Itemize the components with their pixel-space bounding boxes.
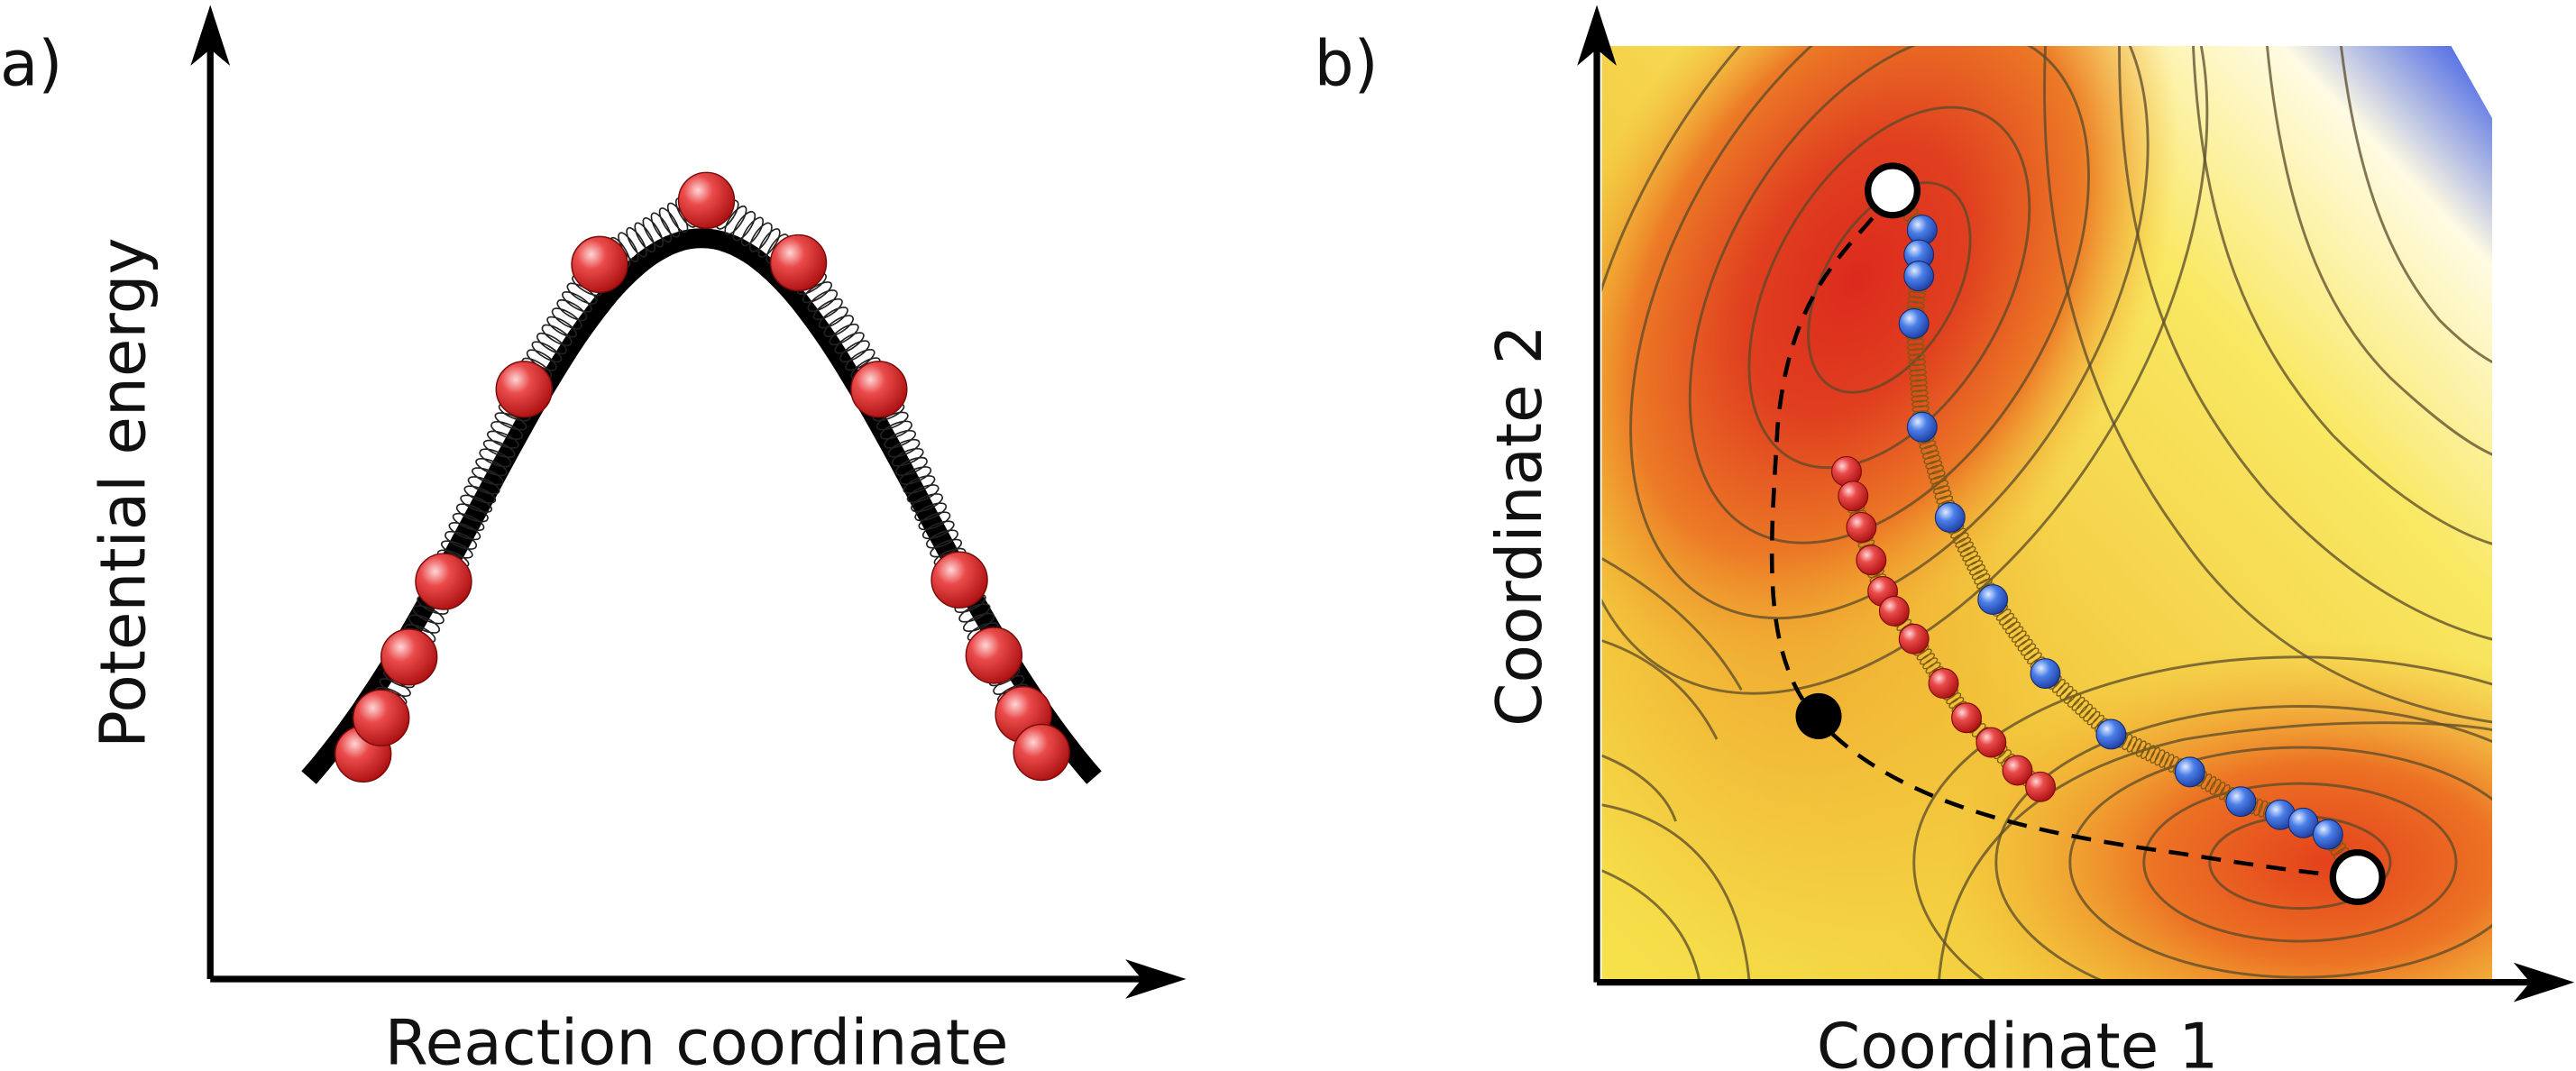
bead-a — [415, 553, 472, 610]
bead-a — [571, 235, 628, 294]
bead-a — [353, 689, 410, 746]
y-axis-label: Coordinate 2 — [1484, 325, 1556, 727]
endpoint-start — [1865, 162, 1921, 219]
blue-bead — [2312, 819, 2343, 850]
endpoint-end — [2329, 849, 2386, 905]
contour — [1688, 46, 2090, 545]
converged-band-beads — [1898, 215, 2343, 850]
contour — [1912, 655, 2493, 983]
contour — [1994, 705, 2493, 983]
panel-b: b) Coordinate 1 Coordinate 2 — [1315, 5, 2575, 1071]
contour — [2068, 746, 2493, 979]
y-axis-label: Potential energy — [87, 237, 160, 747]
beads-a — [334, 171, 1070, 783]
contour-lines — [1601, 46, 2493, 983]
springs-a — [349, 188, 1056, 760]
bead-a — [1013, 723, 1070, 782]
contour — [1629, 46, 2150, 620]
contour — [1601, 639, 1719, 740]
panel-a: a) Reaction coordinate Potential energy — [0, 5, 1187, 1071]
blue-bead — [1934, 502, 1966, 533]
contour — [1807, 181, 1972, 394]
contour — [1601, 557, 1743, 691]
red-bead — [1878, 595, 1910, 627]
blue-bead — [2095, 719, 2127, 750]
x-axis-label: Coordinate 1 — [1817, 1011, 2219, 1071]
x-axis-arrow — [1125, 959, 1187, 999]
contour — [1601, 754, 1677, 822]
red-bead — [1856, 545, 1887, 576]
initial-band-beads — [1831, 455, 2056, 802]
blue-bead — [1898, 308, 1930, 339]
panel-b-label: b) — [1315, 29, 1379, 101]
panel-b-axes — [1577, 5, 2575, 1002]
bead-a — [769, 233, 828, 292]
energy-curve — [301, 228, 1102, 784]
red-bead — [1846, 511, 1877, 543]
bead-a — [930, 551, 988, 609]
panel-a-axes — [190, 5, 1187, 999]
blue-bead — [1906, 411, 1938, 443]
contour — [2142, 782, 2458, 943]
panel-a-label: a) — [0, 29, 62, 101]
x-axis-label: Reaction coordinate — [385, 1008, 1009, 1071]
minimum-energy-path — [1769, 190, 2358, 880]
contour — [1747, 105, 2031, 470]
bead-a — [495, 361, 553, 418]
red-bead — [1976, 727, 2007, 758]
bead-a — [380, 628, 438, 686]
x-axis-arrow — [2513, 962, 2575, 1002]
red-bead — [1838, 481, 1869, 512]
blue-bead — [1977, 584, 2009, 616]
red-bead — [2002, 755, 2033, 786]
contour — [2192, 46, 2493, 547]
blue-bead — [2174, 756, 2205, 788]
bead-a — [850, 361, 908, 418]
y-axis-arrow — [190, 5, 231, 66]
red-bead — [2025, 771, 2056, 802]
contour — [1601, 869, 1702, 983]
saddle-point — [1795, 692, 1842, 739]
contour — [1601, 46, 2209, 695]
bead-a — [965, 627, 1023, 684]
blue-bead — [2030, 658, 2061, 689]
red-bead — [1951, 702, 1982, 734]
blue-bead — [2225, 786, 2257, 818]
red-bead — [1928, 668, 1959, 699]
contour — [1937, 721, 2493, 983]
contour — [1601, 803, 1751, 983]
bead-a — [677, 171, 736, 230]
contour — [2339, 46, 2493, 366]
contour — [2043, 46, 2493, 725]
blue-bead — [1903, 261, 1935, 292]
y-axis-arrow — [1577, 5, 1617, 66]
contour — [2118, 46, 2493, 643]
energy-surface — [1601, 46, 2493, 983]
red-bead — [1898, 623, 1930, 654]
contour — [2266, 46, 2493, 458]
